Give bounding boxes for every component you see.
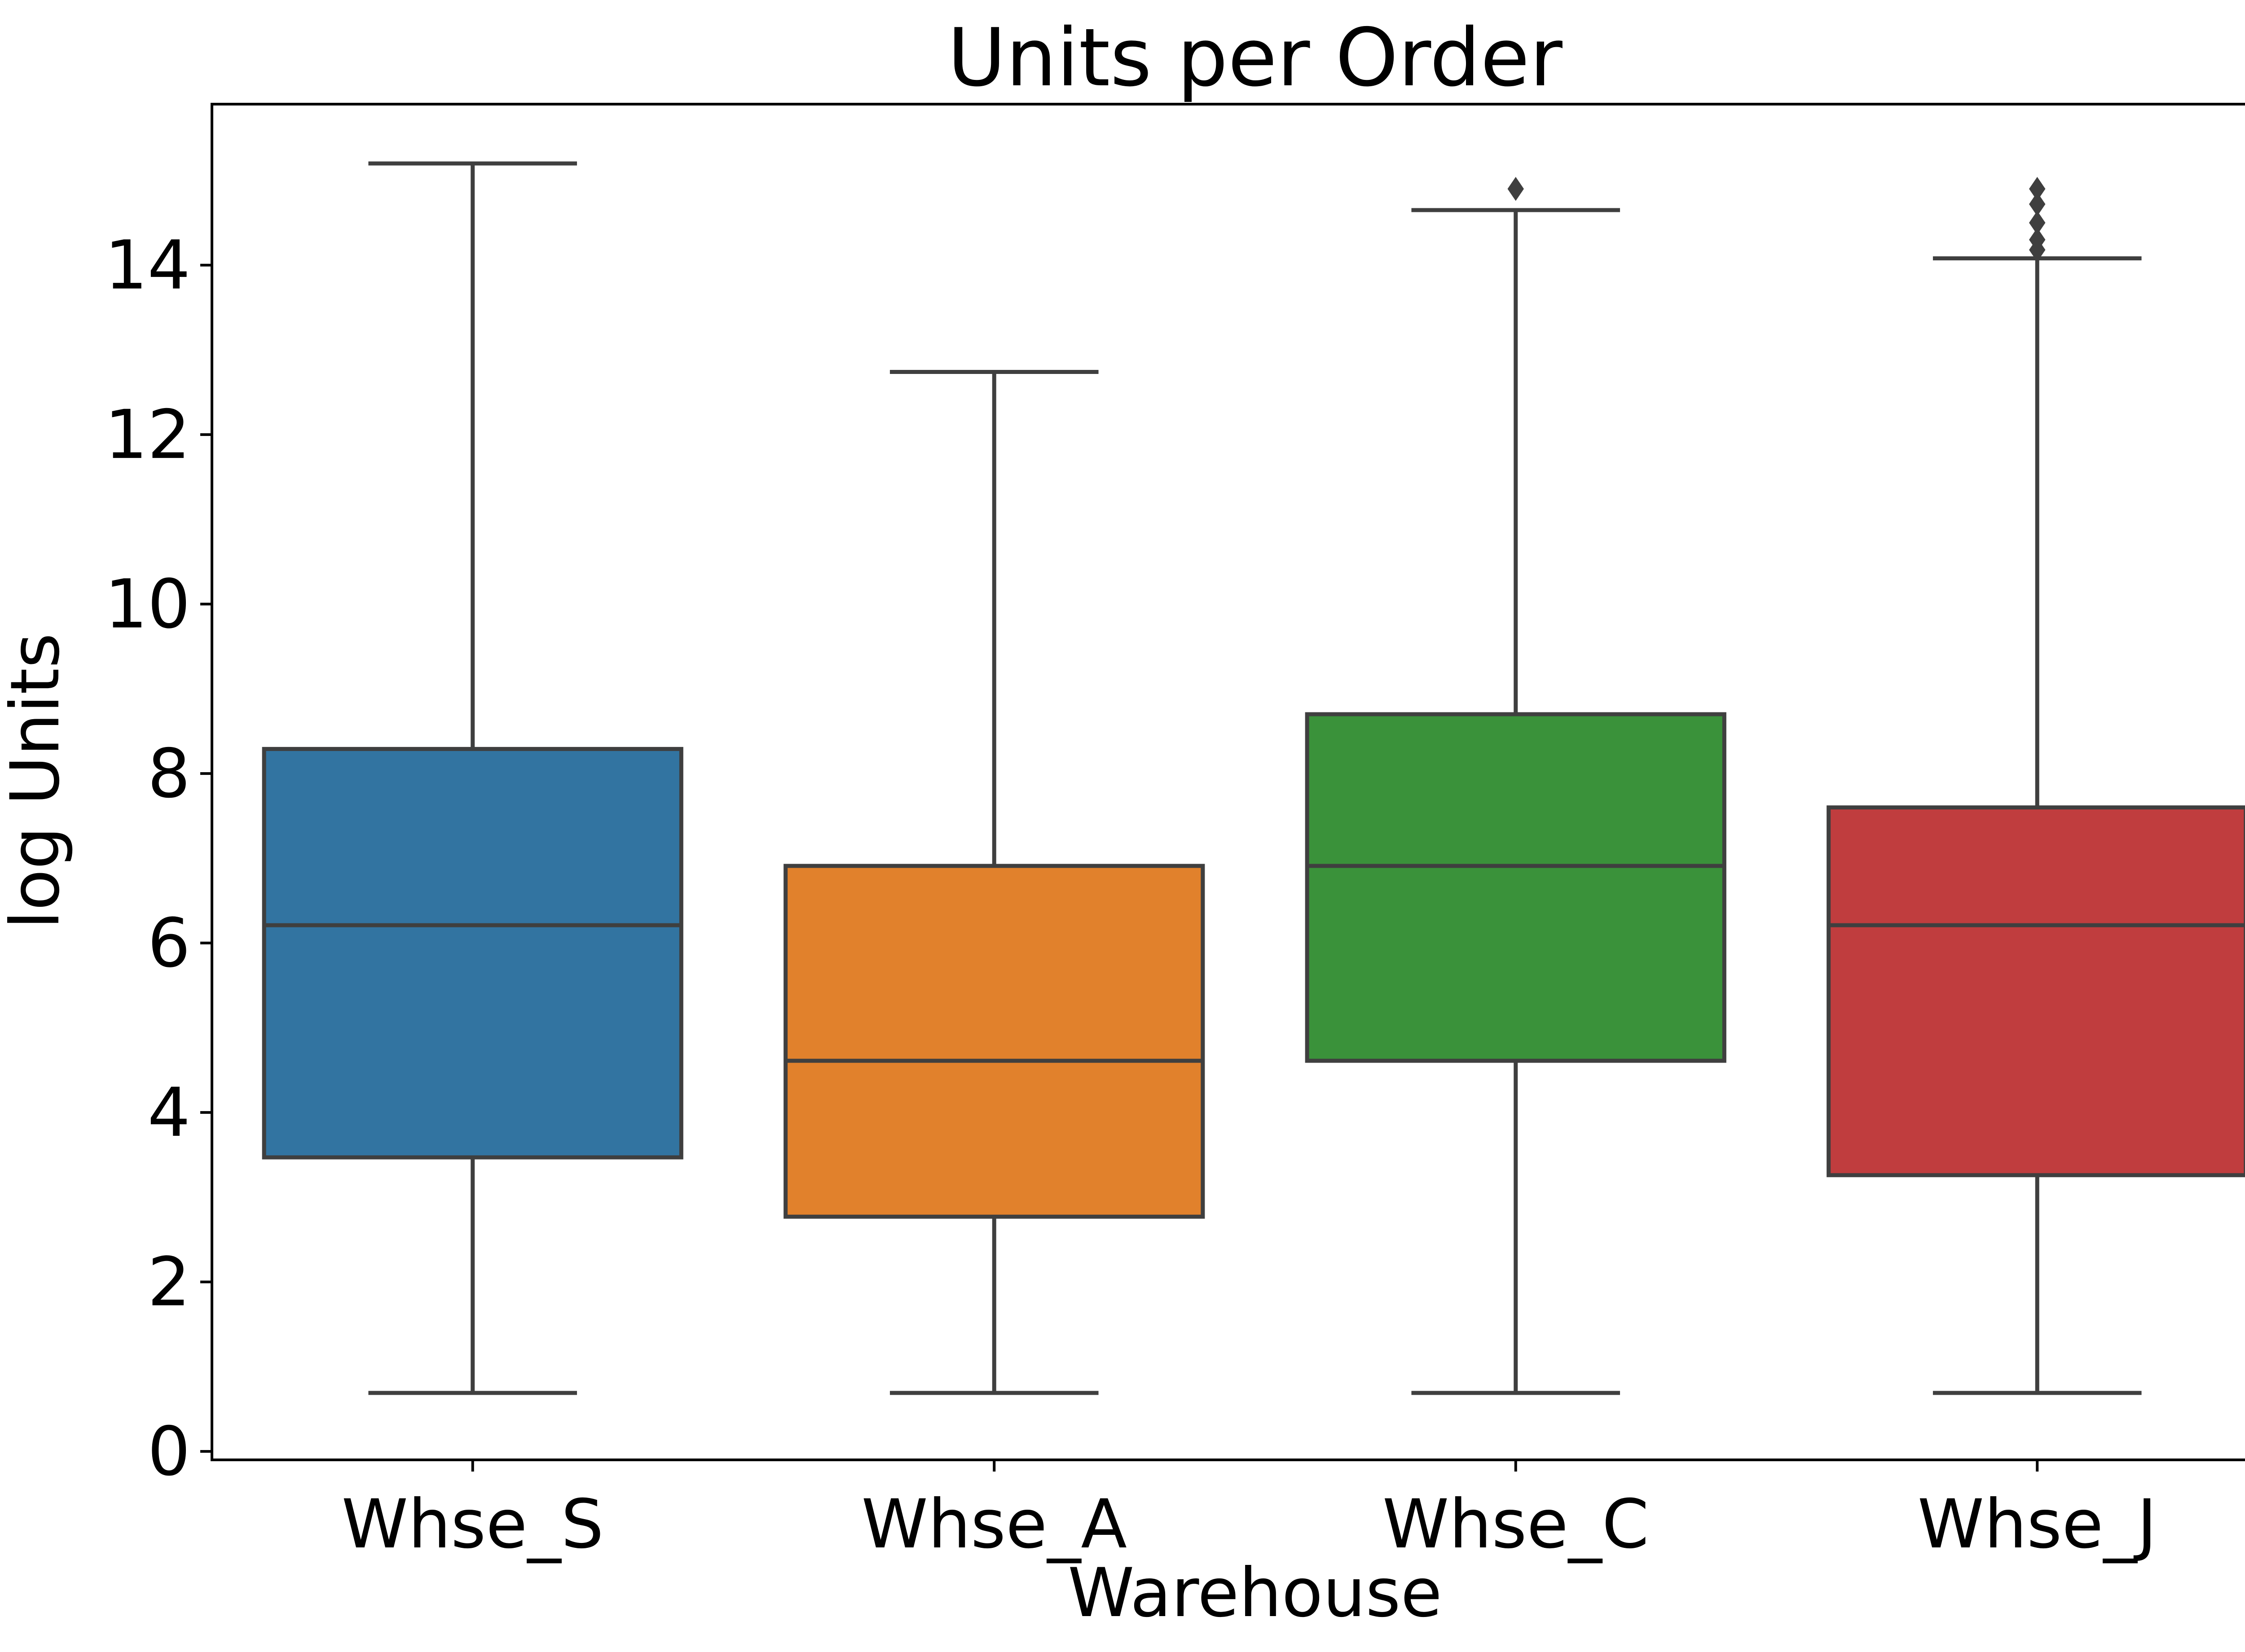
plot-frame bbox=[211, 103, 2245, 1461]
x-tick-label: Whse_A bbox=[862, 1485, 1127, 1564]
box-whse-s bbox=[262, 747, 683, 1160]
y-tick-label: 10 bbox=[105, 566, 190, 644]
box-whse-j bbox=[1827, 805, 2245, 1177]
plot-area: 0 2 4 6 8 10 12 14 Whse_S Whse_A Whse_C Whse_J bbox=[105, 103, 2245, 1564]
y-tick-label: 8 bbox=[148, 735, 190, 813]
x-tick-label: Whse_S bbox=[342, 1485, 604, 1564]
outlier-whse-j bbox=[2029, 192, 2046, 216]
y-tick-label: 12 bbox=[105, 396, 190, 474]
y-tick-label: 14 bbox=[105, 227, 190, 305]
y-tick-label: 6 bbox=[148, 905, 190, 983]
box-whse-a bbox=[784, 864, 1205, 1219]
x-axis-label: Warehouse bbox=[1068, 1554, 1442, 1632]
x-tick-label: Whse_J bbox=[1918, 1485, 2157, 1564]
x-tick-label: Whse_C bbox=[1382, 1485, 1649, 1564]
outlier-whse-c bbox=[1507, 176, 1524, 201]
outlier-whse-j bbox=[2029, 211, 2046, 235]
y-tick-label: 2 bbox=[148, 1243, 190, 1322]
outlier-whse-j bbox=[2029, 176, 2046, 201]
y-tick-label: 4 bbox=[148, 1074, 190, 1152]
y-axis-label: log Units bbox=[0, 633, 75, 929]
chart-title: Units per Order bbox=[947, 11, 1563, 104]
outlier-whse-j bbox=[2029, 228, 2046, 252]
y-tick-label: 0 bbox=[148, 1413, 190, 1491]
box-whse-c bbox=[1305, 712, 1726, 1063]
